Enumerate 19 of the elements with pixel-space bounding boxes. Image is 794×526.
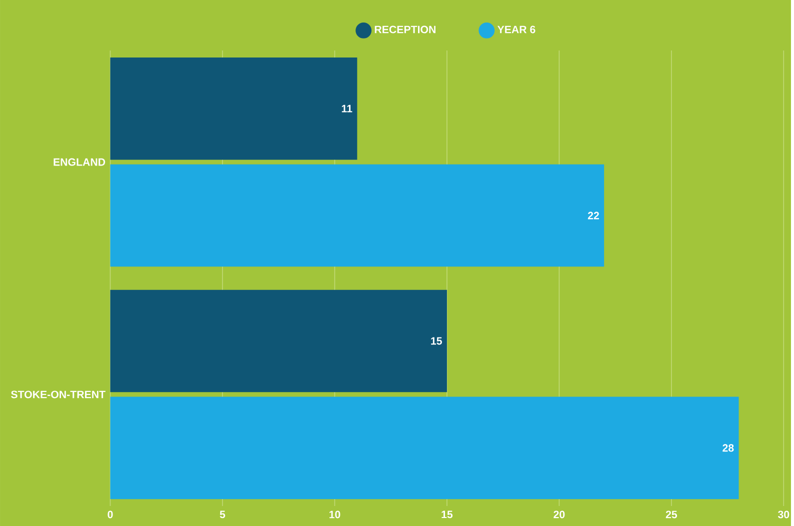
x-tick-label: 25 — [666, 510, 678, 518]
bar — [110, 396, 739, 500]
x-tick-label: 15 — [442, 510, 453, 518]
y-tick-label: ENGLAND — [54, 158, 106, 166]
bar — [110, 164, 604, 267]
data-label: 22 — [588, 212, 599, 220]
y-tick-label: STOKE-ON-TRENT — [11, 390, 106, 398]
x-tick-label: 0 — [108, 510, 113, 518]
x-tick-label: 20 — [554, 510, 565, 518]
x-tick-label: 30 — [778, 510, 790, 518]
x-tick-label: 5 — [220, 510, 226, 518]
data-label: 28 — [722, 444, 734, 452]
data-label: 15 — [431, 337, 442, 345]
bar — [110, 57, 358, 160]
x-tick-label: 10 — [329, 510, 340, 518]
bar — [110, 290, 447, 392]
data-label: 11 — [342, 104, 352, 112]
legend-label: RECEPTION — [374, 26, 436, 34]
legend-label: YEAR 6 — [497, 26, 536, 34]
